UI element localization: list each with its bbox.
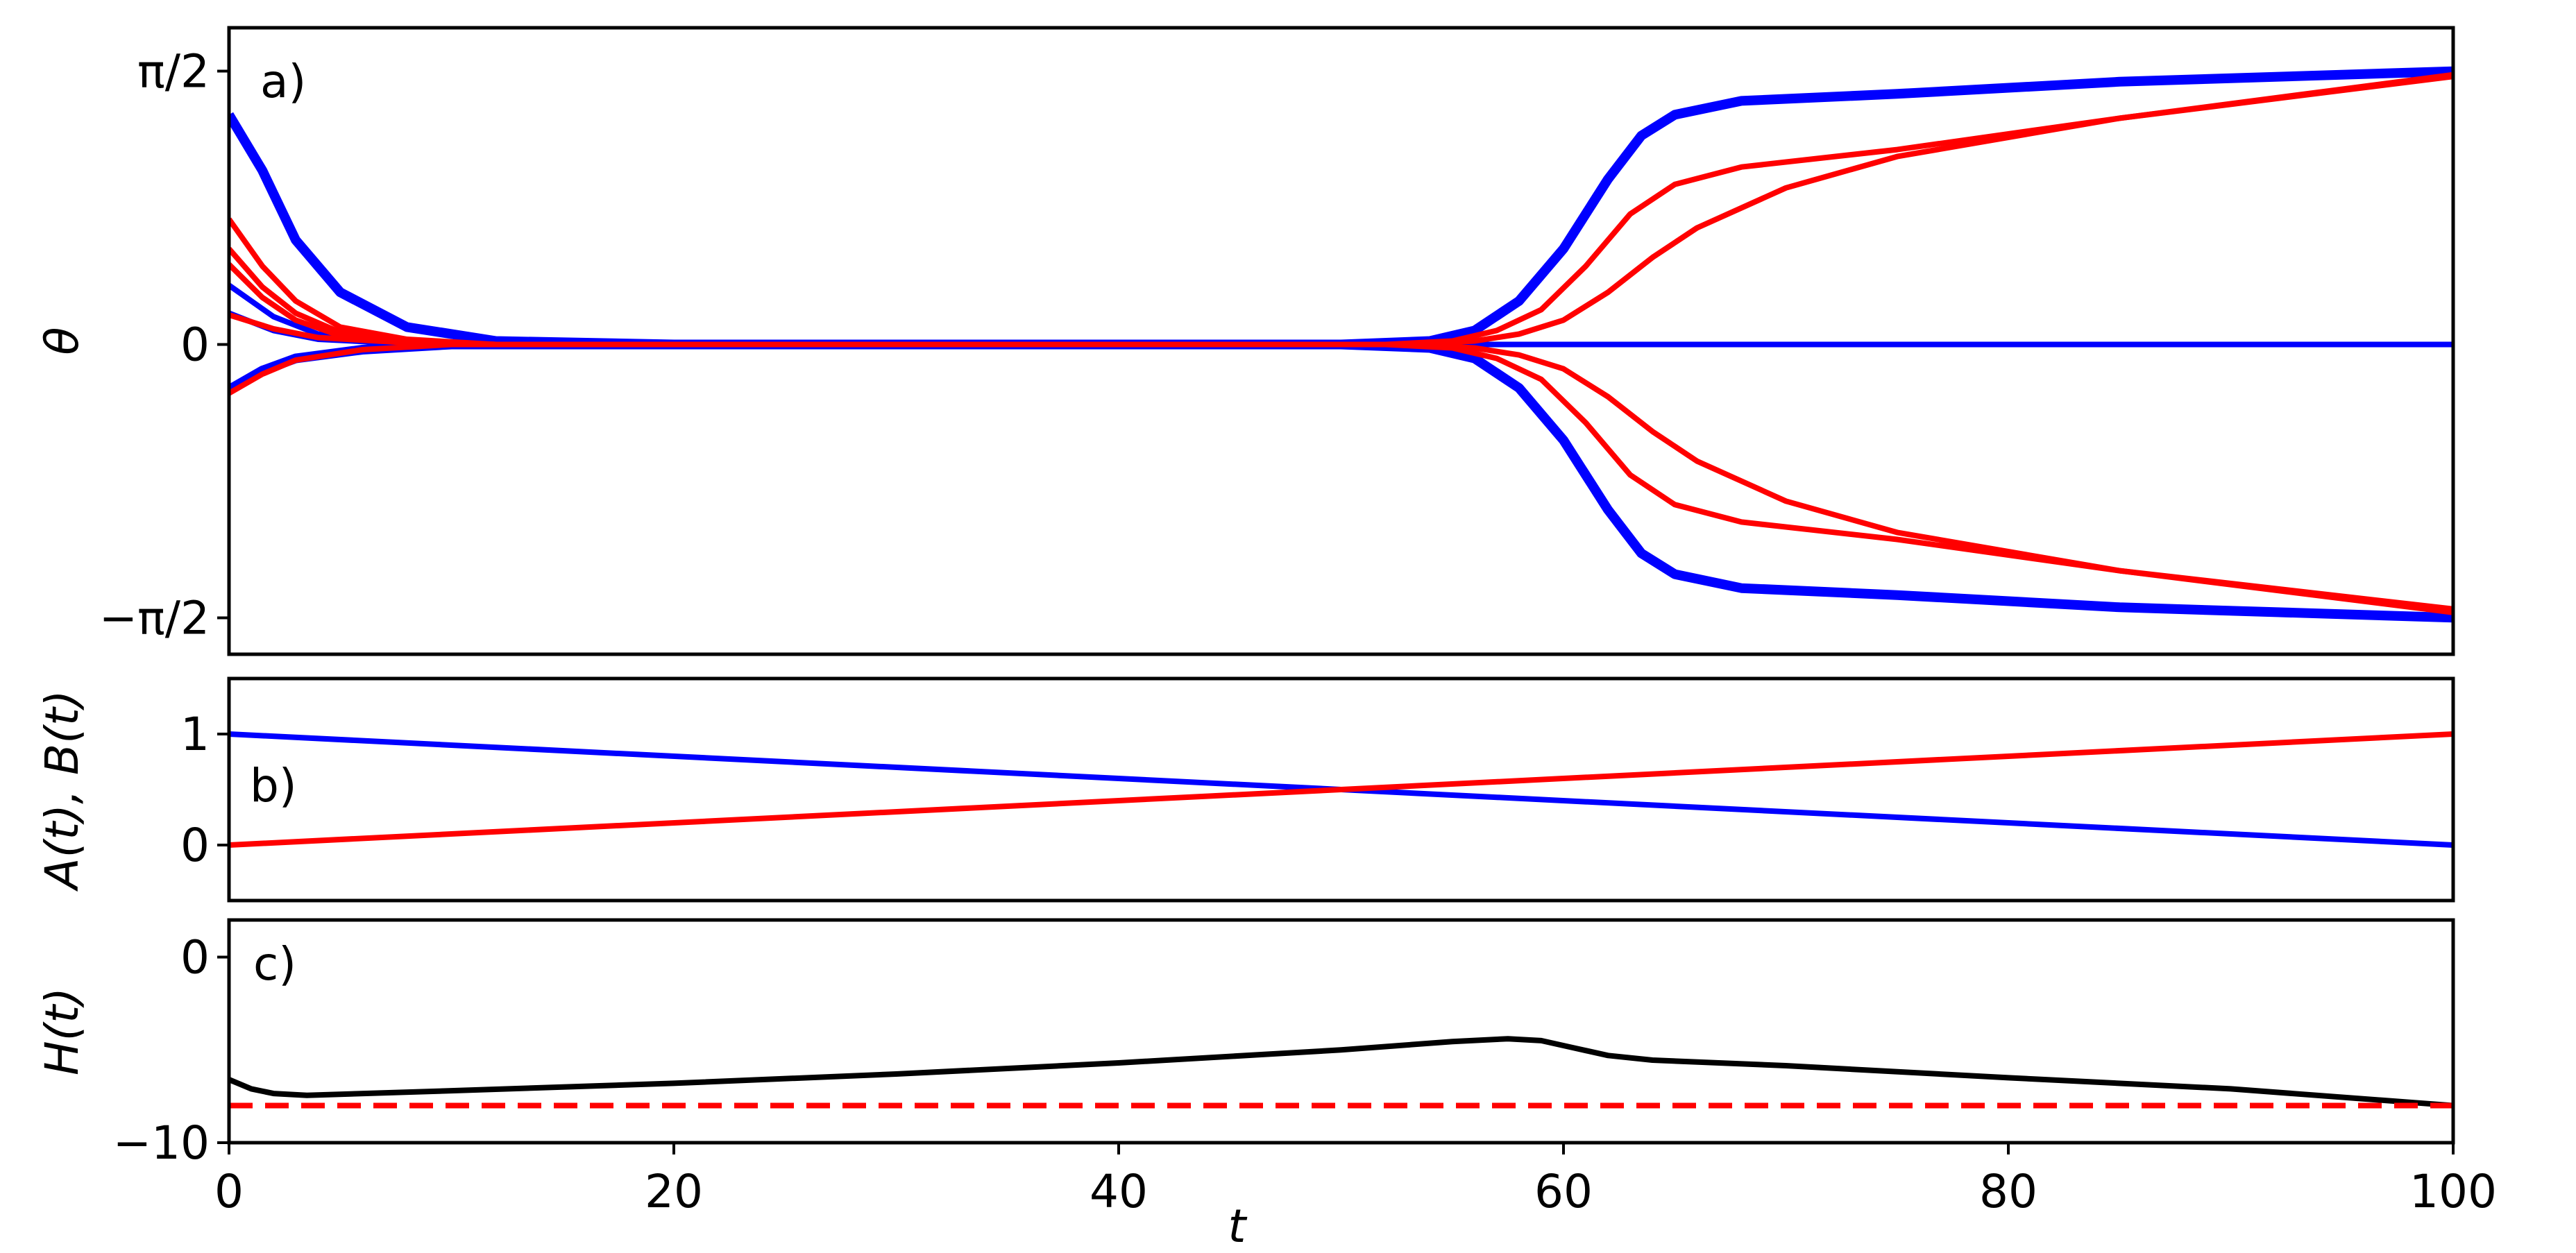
- xtick-label-6: 100: [2409, 1165, 2497, 1218]
- xtick-label-1: 0: [214, 1165, 244, 1218]
- panel-1-frame: [227, 26, 2455, 656]
- panel-1-ytick-label-1: π/2: [137, 45, 210, 99]
- panel-2-label: b): [250, 759, 297, 812]
- xtick-label-3: 40: [1090, 1165, 1148, 1218]
- panel-2-ylabel: A(t), B(t): [35, 690, 89, 892]
- panel-1-series-3: [229, 282, 2453, 348]
- xtick-label-4: 60: [1534, 1165, 1593, 1218]
- xtick-label-2: 20: [645, 1165, 703, 1218]
- panel-1-label: a): [260, 55, 306, 108]
- panel-1-series-1: [229, 66, 2453, 350]
- panel-3-series-1: [229, 1036, 2453, 1109]
- panel-1-series-10: [1407, 341, 2453, 612]
- panel-2-series-2: [229, 731, 2453, 848]
- panel-2-ytick-label-2: 0: [180, 819, 210, 872]
- panel-3-ytick-label-2: −10: [113, 1116, 210, 1170]
- panel-1-series-6: [229, 74, 2453, 348]
- panel-3-label: c): [253, 937, 296, 991]
- panel-1-series-9: [229, 341, 2453, 615]
- panel-1-series-5: [229, 71, 2453, 348]
- panel-1-ytick-label-3: −π/2: [99, 592, 210, 645]
- panel-2-ytick-label-1: 1: [180, 708, 210, 761]
- panel-3-ytick-label-1: 0: [180, 931, 210, 984]
- panel-3-ylabel: H(t): [35, 987, 89, 1075]
- panel-3-frame: [227, 918, 2455, 1145]
- panel-2-frame: [227, 676, 2455, 903]
- xtick-label-5: 80: [1979, 1165, 2037, 1218]
- panel-1-ylabel: θ: [35, 327, 89, 355]
- x-axis-label: t: [1228, 1200, 1248, 1253]
- panel-1-series-2: [229, 339, 2453, 623]
- panel-1-ytick-label-2: 0: [180, 318, 210, 372]
